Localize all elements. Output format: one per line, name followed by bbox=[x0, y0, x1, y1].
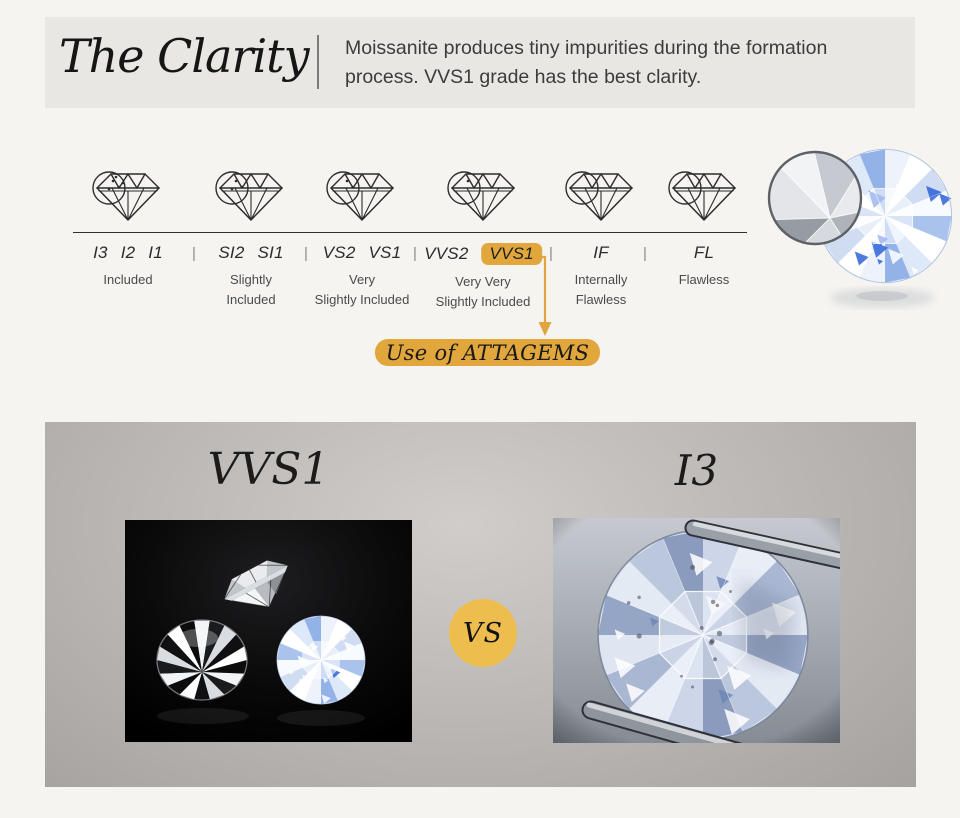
header-divider bbox=[317, 35, 319, 89]
scale-rule bbox=[73, 232, 747, 233]
grade-group-flawless: FL Flawless bbox=[679, 243, 730, 290]
grade-description: Very Slightly Included bbox=[314, 272, 410, 307]
reflection bbox=[856, 291, 908, 301]
reflection bbox=[830, 288, 934, 308]
group-separator: | bbox=[304, 245, 308, 262]
grade-label: FL bbox=[693, 243, 715, 262]
loupe-diamond-icon bbox=[668, 171, 736, 221]
group-separator: | bbox=[192, 245, 196, 262]
grade-group-included: I3 I2 I1 Included bbox=[93, 243, 163, 290]
grade-group-slightly-included: SI2 SI1 Slightly Included bbox=[218, 243, 283, 309]
group-separator: | bbox=[549, 245, 553, 262]
grade-description: Slightly Included bbox=[226, 272, 276, 307]
loupe-diamond-icon bbox=[565, 171, 633, 221]
grade-description: Internally Flawless bbox=[574, 272, 628, 307]
grade-label: SI2 bbox=[218, 243, 245, 262]
grade-label: VVS2 bbox=[424, 244, 469, 263]
grade-label: I3 bbox=[93, 243, 108, 262]
grade-pill-vvs1: VVS1 bbox=[481, 243, 542, 265]
header-description: Moissanite produces tiny impurities duri… bbox=[345, 37, 828, 89]
loupe-diamond-icon bbox=[215, 171, 283, 221]
hero-diamond-photo bbox=[767, 148, 953, 308]
grade-group-internally-flawless: IF Internally Flawless bbox=[575, 243, 628, 309]
diamond-angled-view bbox=[156, 619, 248, 701]
loupe-diamond-icon bbox=[92, 171, 160, 221]
grade-label: IF bbox=[593, 243, 609, 262]
down-arrow-icon bbox=[538, 322, 552, 336]
attagems-callout: Use of ATTAGEMS bbox=[375, 339, 600, 366]
comparison-panel: VVS1 I3 bbox=[45, 422, 916, 787]
vvs1-title: VVS1 bbox=[207, 444, 330, 495]
callout-connector bbox=[537, 255, 552, 336]
grade-description: Very Very Slightly Included bbox=[435, 274, 531, 309]
group-separator: | bbox=[413, 245, 417, 262]
vs-badge: VS bbox=[449, 599, 517, 667]
grade-description: Flawless bbox=[678, 272, 730, 287]
grade-label: VS2 bbox=[322, 243, 356, 262]
vvs1-sample-photo bbox=[125, 520, 412, 742]
grade-label: I2 bbox=[120, 243, 136, 262]
i3-sample-photo bbox=[553, 518, 840, 743]
grade-description: Included bbox=[103, 272, 153, 287]
i3-title: I3 bbox=[674, 446, 719, 495]
page-title: The Clarity bbox=[59, 29, 310, 83]
grade-label: I1 bbox=[148, 243, 163, 262]
grade-group-very-very-slightly-included: VVS2 VVS1 Very Very Slightly Included bbox=[424, 243, 542, 311]
loupe-diamond-icon bbox=[447, 171, 515, 221]
grade-label: SI1 bbox=[257, 243, 284, 262]
reflection bbox=[157, 708, 249, 724]
grade-group-very-slightly-included: VS2 VS1 Very Slightly Included bbox=[315, 243, 410, 309]
group-separator: | bbox=[643, 245, 647, 262]
reflection bbox=[277, 710, 365, 726]
header-band: The Clarity Moissanite produces tiny imp… bbox=[45, 17, 915, 108]
diamond-top-view bbox=[276, 615, 366, 705]
loupe-diamond-icon bbox=[326, 171, 394, 221]
diamond-side-view bbox=[223, 560, 288, 608]
grade-label: VS1 bbox=[368, 243, 402, 262]
